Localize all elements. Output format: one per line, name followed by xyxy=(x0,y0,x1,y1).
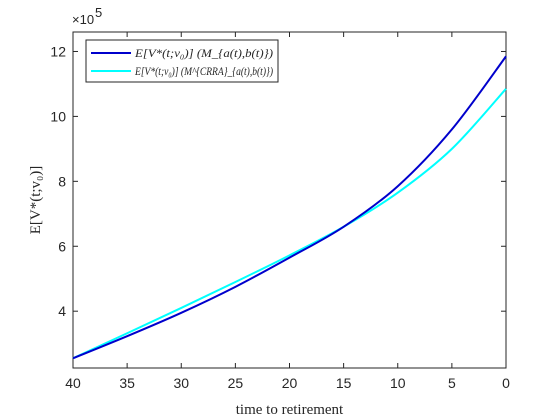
x-tick-label: 0 xyxy=(502,375,510,391)
y-axis-ticks: 4 6 8 10 12 xyxy=(50,43,506,319)
y-exponent-base: ×10 xyxy=(72,12,94,27)
x-tick-label: 5 xyxy=(448,375,456,391)
y-tick-label: 12 xyxy=(50,43,66,59)
legend-label-1: E[V*(t;v₀)] (M^{CRRA}_{a(t),b(t)}) xyxy=(134,64,273,78)
x-axis-ticks: 40 35 30 25 20 15 10 5 0 xyxy=(65,32,510,391)
y-axis-label: E[V*(t;v₀)] xyxy=(28,166,44,235)
y-tick-label: 10 xyxy=(50,108,66,124)
y-tick-label: 4 xyxy=(58,303,66,319)
y-tick-label: 8 xyxy=(58,173,66,189)
axes-box xyxy=(72,31,507,369)
x-tick-label: 30 xyxy=(173,375,189,391)
legend-box xyxy=(85,39,279,83)
x-axis-label: time to retirement xyxy=(236,402,344,418)
plot-area xyxy=(72,31,507,369)
x-tick-label: 20 xyxy=(282,375,298,391)
legend-label-0: E[V*(t;v₀)] (M_{a(t),b(t)}) xyxy=(134,46,273,60)
x-tick-label: 15 xyxy=(336,375,352,391)
y-axis-exponent: ×10 5 xyxy=(72,5,102,27)
series-layer xyxy=(72,55,507,360)
x-tick-label: 35 xyxy=(119,375,135,391)
series-line-0 xyxy=(72,55,507,360)
x-tick-label: 25 xyxy=(228,375,244,391)
y-exponent-power: 5 xyxy=(95,5,102,20)
y-tick-label: 6 xyxy=(58,238,66,254)
series-line-1 xyxy=(72,88,507,360)
legend: E[V*(t;v₀)] (M_{a(t),b(t)}) E[V*(t;v₀)] (… xyxy=(85,39,279,83)
x-tick-label: 40 xyxy=(65,375,81,391)
x-tick-label: 10 xyxy=(390,375,406,391)
